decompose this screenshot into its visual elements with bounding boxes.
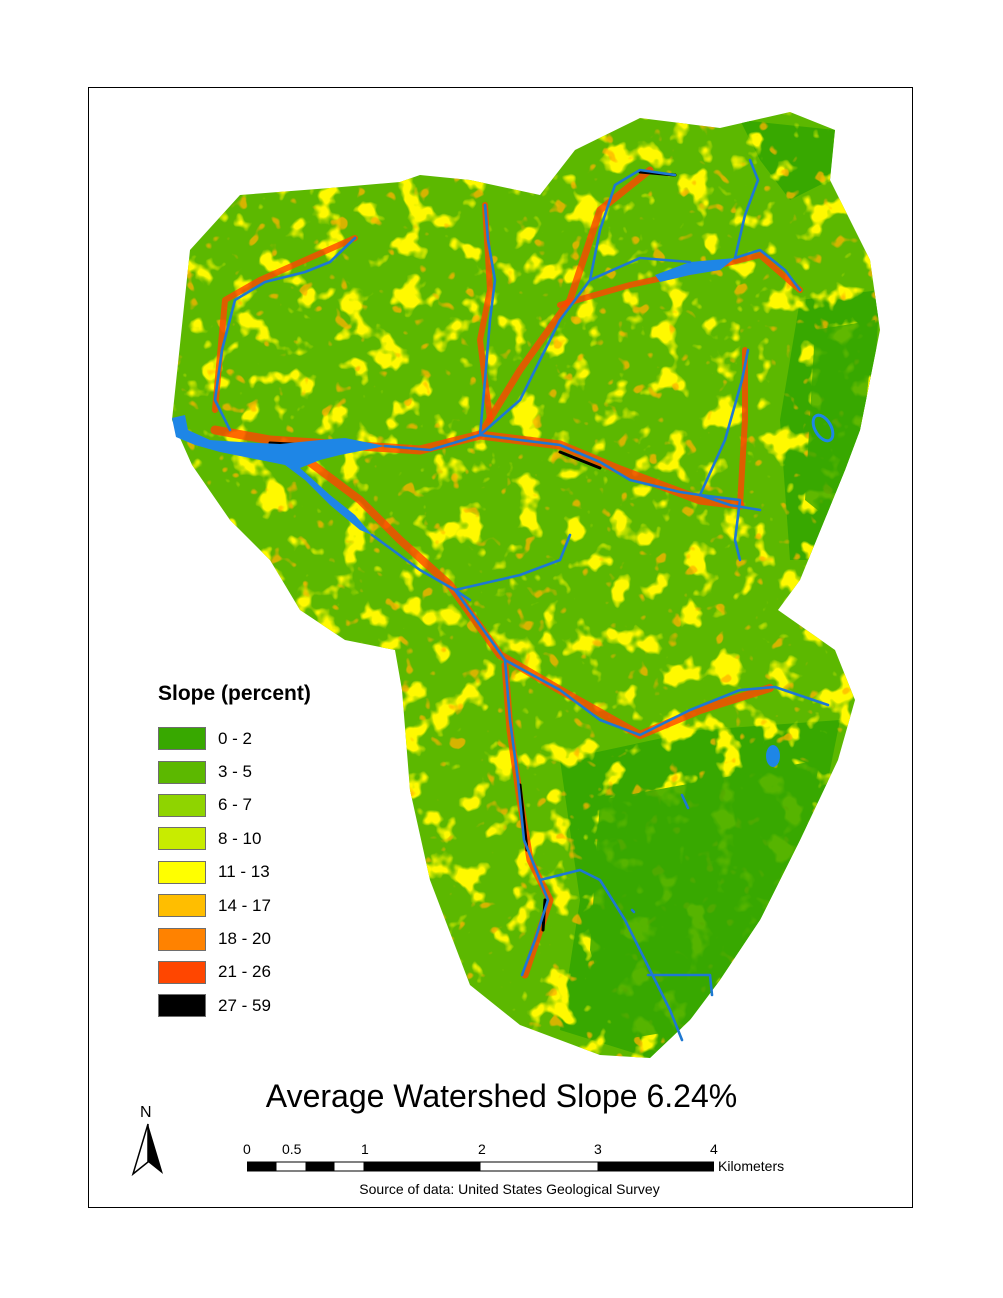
legend-label: 3 - 5 (218, 762, 253, 782)
legend-swatch (158, 927, 206, 951)
legend-swatch (158, 960, 206, 984)
legend-item: 18 - 20 (158, 922, 311, 955)
legend-item: 0 - 2 (158, 722, 311, 755)
scale-tick-label: 2 (478, 1141, 486, 1157)
legend-swatch (158, 793, 206, 817)
legend-label: 0 - 2 (218, 728, 253, 748)
legend-swatch (158, 827, 206, 851)
scale-tick-label: 1 (361, 1141, 369, 1157)
map-frame (88, 87, 913, 1208)
legend-swatch (158, 994, 206, 1018)
scale-tick-label: 3 (594, 1141, 602, 1157)
reservoir (172, 415, 385, 535)
legend-label: 21 - 26 (218, 962, 271, 982)
pond-east-2 (811, 413, 835, 443)
legend: Slope (percent) 0 - 2 3 - 5 6 - 7 8 - 10 11 … (158, 682, 311, 1023)
legend-item: 6 - 7 (158, 789, 311, 822)
legend-label: 27 - 59 (218, 995, 271, 1015)
scale-bar (247, 1161, 714, 1172)
legend-swatch (158, 860, 206, 884)
map-title: Average Watershed Slope 6.24% (265, 1078, 738, 1114)
legend-swatch (158, 727, 206, 751)
flat-east-cover (805, 320, 875, 520)
legend-label: 14 - 17 (218, 895, 271, 915)
legend-item: 8 - 10 (158, 822, 311, 855)
legend-label: 18 - 20 (218, 929, 271, 949)
scale-tick-label: 0.5 (282, 1141, 302, 1157)
legend-item: 3 - 5 (158, 755, 311, 788)
legend-label: 8 - 10 (218, 828, 262, 848)
legend-swatch (158, 894, 206, 918)
scale-tick-label: 4 (710, 1141, 718, 1157)
flat-plain-cover (590, 760, 820, 1040)
scale-unit: Kilometers (718, 1158, 785, 1174)
legend-label: 11 - 13 (218, 862, 270, 882)
scale-tick-label: 0 (243, 1141, 251, 1157)
legend-item: 11 - 13 (158, 856, 311, 889)
north-arrow-icon (131, 1123, 163, 1177)
legend-rows: 0 - 2 3 - 5 6 - 7 8 - 10 11 - 13 14 - 17 18 - … (158, 722, 311, 1023)
legend-swatch (158, 760, 206, 784)
legend-label: 6 - 7 (218, 795, 253, 815)
legend-item: 27 - 59 (158, 989, 311, 1022)
upper-pond (655, 258, 735, 282)
north-letter: N (140, 1104, 152, 1121)
source-note: Source of data: United States Geological… (359, 1181, 660, 1197)
legend-title: Slope (percent) (158, 682, 311, 705)
pond-east-1 (766, 745, 780, 767)
streams (213, 158, 830, 1042)
legend-item: 21 - 26 (158, 956, 311, 989)
legend-item: 14 - 17 (158, 889, 311, 922)
